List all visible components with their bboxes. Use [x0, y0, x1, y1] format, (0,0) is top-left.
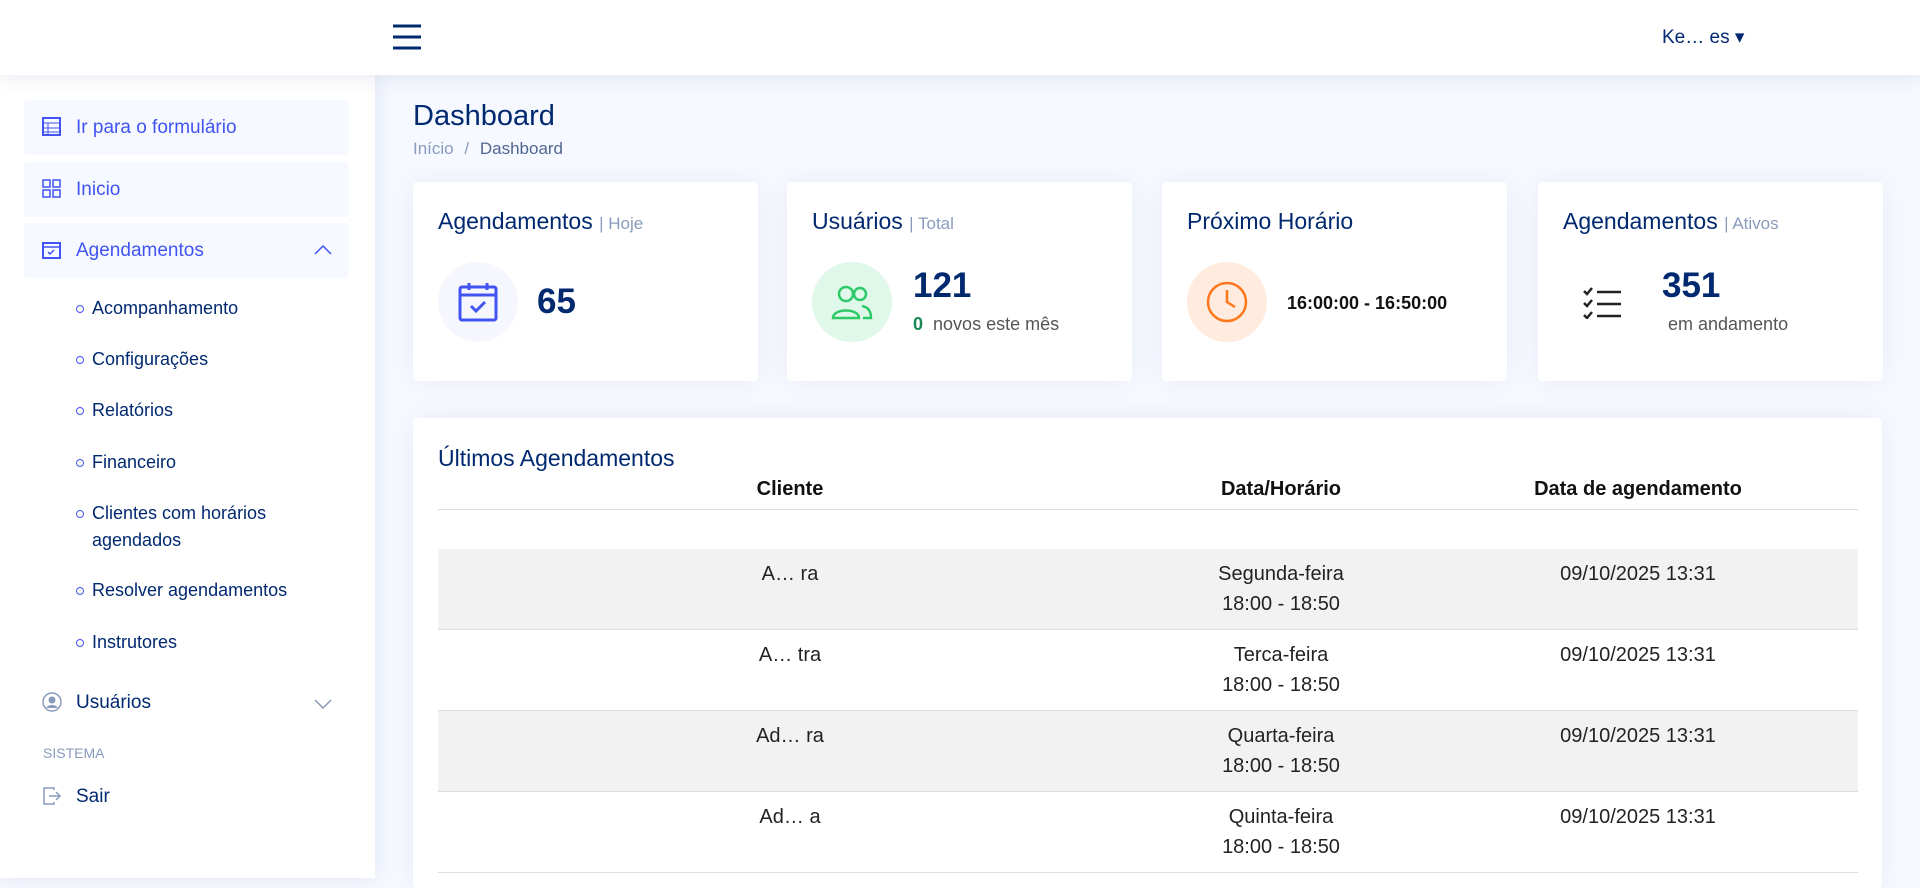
column-header: Cliente — [756, 478, 824, 500]
table-row — [438, 549, 1858, 630]
table-row — [438, 792, 1858, 873]
card-value: 121 — [913, 266, 972, 305]
sub-item[interactable]: Resolver agendamentos — [76, 577, 342, 604]
day-cell: Quinta-feira — [1228, 806, 1334, 828]
time-cell: 18:00 - 18:50 — [1222, 755, 1340, 777]
breadcrumb-separator: / — [464, 139, 470, 158]
sub-item[interactable]: Acompanhamento — [76, 295, 342, 322]
top-bar: Ke… es ▾ — [0, 0, 1920, 75]
stat-card: Próximo Horário 16:00:00 - 16:50:00 — [1162, 182, 1507, 381]
sub-item[interactable]: Financeiro — [76, 449, 342, 476]
client-cell: A… ra — [761, 563, 819, 585]
created-cell: 09/10/2025 13:31 — [1560, 806, 1716, 828]
page-title: Dashboard — [413, 100, 555, 132]
time-cell: 18:00 - 18:50 — [1222, 674, 1340, 696]
time-cell: 18:00 - 18:50 — [1222, 836, 1340, 858]
sidebar: Ir para o formulário Inicio Agendamentos… — [0, 75, 375, 878]
table-row — [438, 711, 1858, 792]
nav-label: Usuários — [76, 691, 151, 713]
card-note: 0 novos este mês — [913, 314, 1060, 334]
card-icon — [812, 262, 892, 342]
sub-item[interactable]: Instrutores — [76, 629, 342, 656]
time-cell: 18:00 - 18:50 — [1222, 593, 1340, 615]
day-cell: Terca-feira — [1233, 644, 1329, 666]
card-title: Agendamentos | Hoje — [438, 208, 644, 234]
nav-item[interactable]: Agendamentos — [24, 223, 349, 278]
day-cell: Quarta-feira — [1227, 725, 1335, 747]
card-title: Agendamentos | Ativos — [1563, 208, 1779, 234]
day-cell: Segunda-feira — [1218, 563, 1344, 585]
nav-label: Inicio — [76, 178, 121, 200]
client-cell: Ad… ra — [756, 725, 824, 747]
card-title: Usuários | Total — [812, 208, 954, 234]
nav-label: Sair — [76, 785, 110, 807]
breadcrumb-link[interactable]: Início — [413, 139, 454, 158]
nav-label: Ir para o formulário — [76, 116, 237, 138]
table-title: Últimos Agendamentos — [438, 445, 675, 471]
column-header: Data de agendamento — [1534, 478, 1742, 500]
client-cell: A… tra — [758, 644, 822, 666]
client-cell: Ad… a — [759, 806, 821, 828]
card-icon — [438, 262, 518, 342]
card-icon — [1187, 262, 1267, 342]
sub-item[interactable]: Configurações — [76, 346, 342, 373]
card-value: 351 — [1662, 266, 1721, 305]
card-value: 16:00:00 - 16:50:00 — [1287, 293, 1448, 313]
stat-card: Agendamentos | Ativos 351 em andamento — [1538, 182, 1883, 381]
sub-item[interactable]: Relatórios — [76, 397, 342, 424]
table-row — [438, 630, 1858, 711]
card-icon — [1583, 287, 1621, 319]
nav-item[interactable]: Sair — [24, 769, 349, 824]
menu-toggle[interactable] — [393, 24, 421, 50]
card-value: 65 — [537, 282, 576, 321]
card-title: Próximo Horário — [1187, 208, 1354, 234]
nav-item[interactable]: Inicio — [24, 162, 349, 217]
nav-item[interactable]: Ir para o formulário — [24, 100, 349, 155]
created-cell: 09/10/2025 13:31 — [1560, 563, 1716, 585]
stat-card: Agendamentos | Hoje 65 — [413, 182, 758, 381]
user-menu[interactable]: Ke… es ▾ — [1662, 27, 1745, 48]
breadcrumb-current: Dashboard — [479, 139, 564, 158]
nav-item[interactable]: Usuários — [24, 675, 349, 730]
table-card: Últimos Agendamentos Cliente Data/Horário… — [413, 418, 1882, 888]
stat-card: Usuários | Total 121 0 novos este mês — [787, 182, 1132, 381]
section-heading: SISTEMA — [43, 745, 105, 761]
created-cell: 09/10/2025 13:31 — [1560, 644, 1716, 666]
created-cell: 09/10/2025 13:31 — [1560, 725, 1716, 747]
breadcrumb: Início / Dashboard — [413, 139, 563, 159]
user-name: Ke… es — [1662, 27, 1730, 48]
nav-label: Agendamentos — [76, 239, 204, 261]
card-note: em andamento — [1668, 314, 1789, 334]
column-header: Data/Horário — [1220, 478, 1342, 500]
sub-item[interactable]: Clientes com horários agendados — [76, 500, 312, 554]
